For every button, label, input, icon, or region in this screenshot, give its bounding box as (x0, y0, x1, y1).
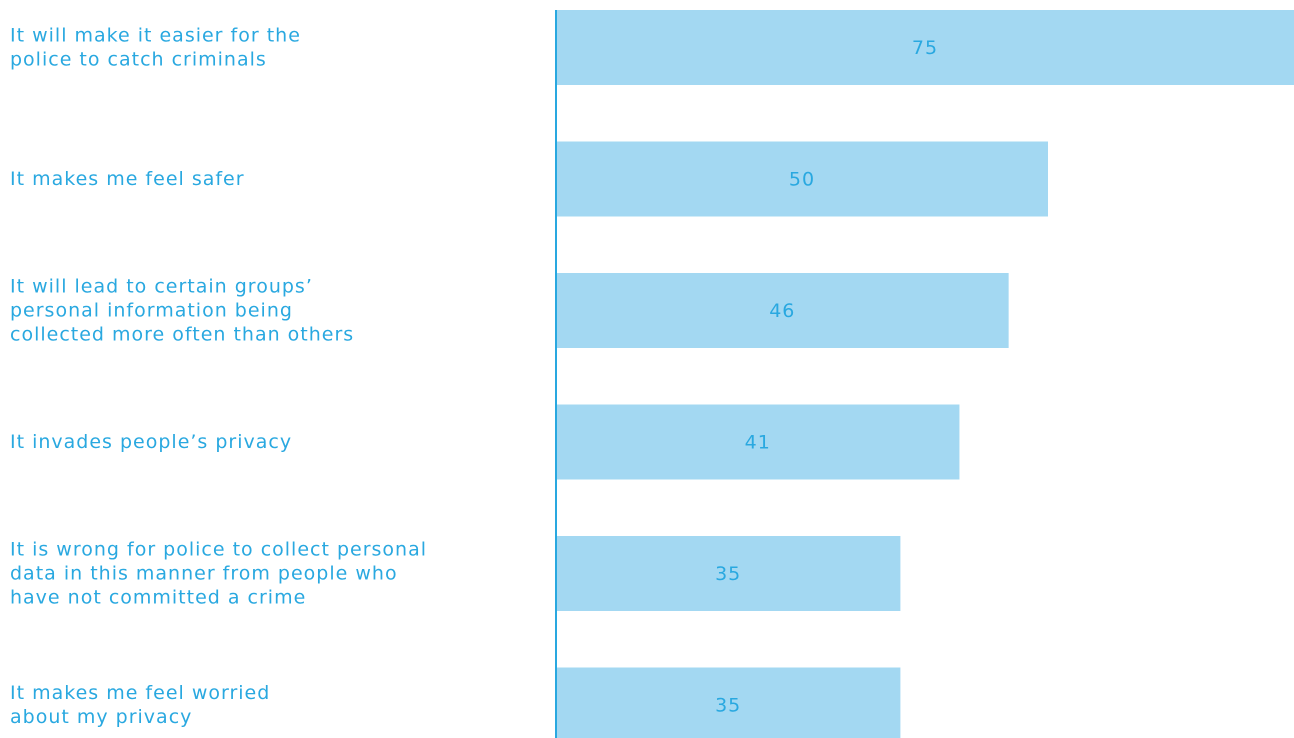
category-label: It is wrong for police to collect person… (10, 538, 427, 608)
bar (556, 536, 901, 611)
category-label: It invades people’s privacy (10, 431, 292, 453)
value-label: 35 (715, 563, 741, 585)
bar (556, 404, 960, 480)
bar (556, 667, 901, 738)
bar (556, 141, 1048, 217)
category-label: It makes me feel safer (10, 168, 245, 190)
value-label: 35 (715, 695, 741, 717)
bar (556, 273, 1009, 348)
bar (556, 10, 1294, 85)
category-label: It makes me feel worried about my privacy (10, 682, 270, 728)
category-label: It will make it easier for the police to … (10, 24, 301, 70)
value-label: 41 (745, 432, 771, 454)
value-label: 50 (789, 169, 815, 191)
category-label: It will lead to certain groups’ personal … (10, 275, 354, 345)
value-label: 75 (912, 37, 938, 59)
value-label: 46 (769, 300, 795, 322)
